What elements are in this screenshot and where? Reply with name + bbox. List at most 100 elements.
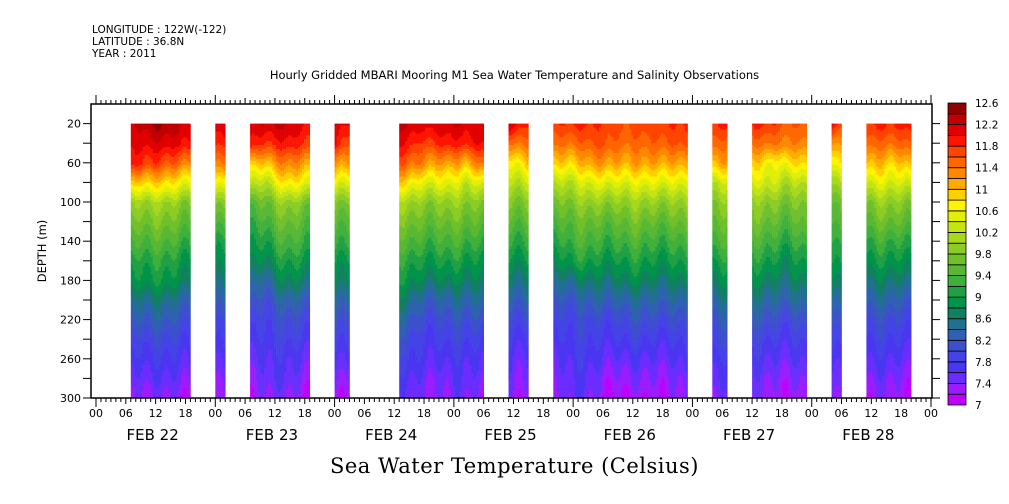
heatmap-cell: [431, 166, 434, 171]
heatmap-cell: [132, 123, 136, 150]
heatmap-cell: [712, 147, 715, 156]
heatmap-cell: [583, 151, 586, 160]
heatmap-cell: [286, 388, 289, 398]
heatmap-cell: [611, 192, 614, 199]
heatmap-cell: [344, 341, 347, 362]
heatmap-cell: [431, 176, 434, 183]
heatmap-cell: [619, 149, 622, 162]
heatmap-cell: [215, 303, 218, 316]
heatmap-cell: [278, 129, 281, 142]
heatmap-cell: [166, 331, 170, 350]
heatmap-cell: [338, 194, 341, 201]
heatmap-cell: [615, 325, 618, 346]
heatmap-cell: [156, 270, 160, 287]
heatmap-cell: [605, 151, 608, 160]
heatmap-cell: [403, 145, 406, 156]
heatmap-cell: [132, 333, 136, 350]
heatmap-cell: [653, 190, 656, 199]
heatmap-cell: [334, 209, 337, 224]
heatmap-cell: [557, 356, 560, 393]
heatmap-cell: [270, 166, 273, 173]
heatmap-cell: [526, 123, 529, 128]
heatmap-cell: [286, 296, 289, 309]
heatmap-cell: [160, 290, 164, 301]
heatmap-cell: [164, 192, 168, 197]
heatmap-cell: [409, 168, 412, 175]
heatmap-cell: [154, 153, 158, 166]
heatmap-cell: [270, 123, 273, 132]
heatmap-cell: [336, 229, 339, 244]
heatmap-cell: [338, 221, 341, 238]
heatmap-cell: [215, 264, 218, 277]
heatmap-cell: [142, 123, 146, 130]
heatmap-cell: [399, 337, 402, 356]
heatmap-cell: [685, 131, 688, 148]
heatmap-cell: [589, 149, 592, 158]
heatmap-cell: [645, 282, 648, 295]
heatmap-cell: [140, 204, 144, 218]
heatmap-cell: [254, 164, 257, 171]
heatmap-cell: [585, 149, 588, 158]
heatmap-cell: [174, 325, 178, 342]
heatmap-cell: [160, 339, 164, 358]
heatmap-cell: [146, 164, 150, 169]
heatmap-cell: [653, 278, 656, 291]
heatmap-cell: [272, 272, 275, 285]
heatmap-cell: [441, 196, 444, 203]
heatmap-cell: [605, 300, 608, 311]
heatmap-cell: [514, 123, 517, 126]
heatmap-cell: [611, 349, 614, 367]
heatmap-cell: [447, 337, 450, 358]
heatmap-cell: [514, 153, 517, 160]
heatmap-cell: [164, 123, 168, 134]
heatmap-cell: [150, 180, 154, 185]
heatmap-cell: [587, 280, 590, 291]
heatmap-cell: [463, 149, 466, 154]
heatmap-cell: [714, 258, 717, 271]
heatmap-cell: [150, 158, 154, 167]
heatmap-cell: [172, 290, 176, 301]
heatmap-cell: [712, 284, 715, 297]
heatmap-cell: [134, 170, 138, 175]
heatmap-cell: [637, 305, 640, 320]
heatmap-cell: [219, 243, 222, 262]
heatmap-cell: [348, 176, 350, 183]
heatmap-cell: [603, 313, 606, 328]
heatmap-cell: [647, 194, 650, 201]
heatmap-cell: [601, 202, 604, 211]
heatmap-cell: [152, 362, 156, 383]
heatmap-cell: [294, 374, 297, 397]
heatmap-cell: [516, 135, 519, 144]
heatmap-cell: [221, 145, 224, 156]
heatmap-cell: [615, 153, 618, 166]
heatmap-cell: [415, 215, 418, 228]
heatmap-cell: [160, 156, 164, 165]
heatmap-cell: [298, 290, 301, 301]
heatmap-cell: [522, 123, 525, 128]
heatmap-cell: [308, 360, 311, 381]
heatmap-cell: [144, 292, 148, 303]
heatmap-cell: [411, 300, 414, 314]
heatmap-cell: [168, 155, 172, 164]
heatmap-cell: [280, 170, 283, 177]
heatmap-cell: [302, 186, 305, 193]
heatmap-cell: [522, 266, 525, 281]
heatmap-cell: [508, 223, 511, 236]
heatmap-cell: [722, 219, 725, 236]
heatmap-cell: [625, 315, 628, 334]
heatmap-cell: [685, 196, 688, 207]
heatmap-cell: [639, 135, 642, 150]
heatmap-cell: [467, 168, 470, 173]
heatmap-cell: [158, 331, 162, 346]
heatmap-cell: [292, 366, 295, 393]
heatmap-cell: [647, 247, 650, 262]
heatmap-cell: [342, 335, 345, 354]
heatmap-cell: [465, 202, 468, 215]
heatmap-cell: [567, 223, 570, 240]
heatmap-cell: [593, 155, 596, 164]
heatmap-cell: [714, 182, 717, 191]
heatmap-cell: [451, 123, 454, 138]
heatmap-cell: [433, 303, 436, 318]
heatmap-cell: [417, 168, 420, 175]
heatmap-cell: [659, 384, 662, 398]
